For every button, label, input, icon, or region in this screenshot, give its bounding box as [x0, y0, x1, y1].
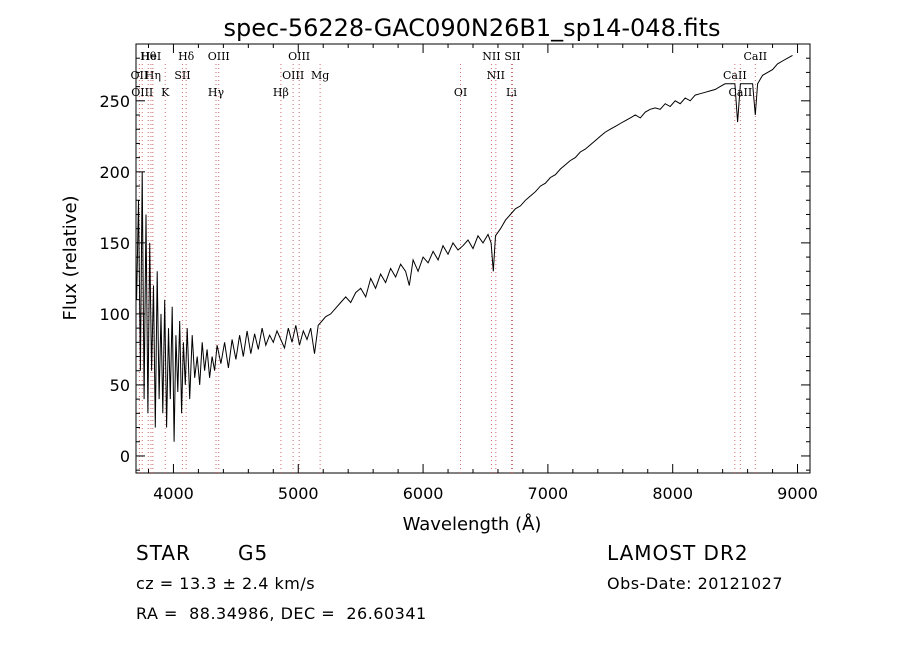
- y-tick-label: 150: [99, 234, 130, 253]
- x-tick-label: 4000: [153, 484, 194, 503]
- marker-label: OIII: [208, 50, 230, 63]
- marker-label: OIII: [282, 69, 304, 82]
- x-tick-label: 5000: [278, 484, 319, 503]
- plot-frame: [135, 43, 811, 474]
- x-axis-label: Wavelength (Å): [403, 513, 542, 535]
- y-tick-label: 100: [99, 305, 130, 324]
- spectrum-series-line: [136, 54, 793, 442]
- chart-title: spec-56228-GAC090N26B1_sp14-048.fits: [223, 14, 720, 42]
- marker-label: Hδ: [178, 50, 195, 63]
- marker-label: CaII: [723, 69, 747, 82]
- y-tick-label: 250: [99, 92, 130, 111]
- marker-label: NII: [487, 69, 505, 82]
- marker-label: OIII: [131, 86, 153, 99]
- redshift-value: cz = 13.3 ± 2.4 km/s: [136, 574, 316, 593]
- marker-label: Mg: [311, 69, 329, 82]
- object-subclass: G5: [238, 541, 269, 565]
- x-axis: 4000 5000 6000 7000 8000 9000: [147, 44, 818, 503]
- marker-label: Hη: [145, 69, 161, 82]
- x-tick-label: 6000: [403, 484, 444, 503]
- x-tick-label: 7000: [528, 484, 569, 503]
- marker-label: CaII: [743, 50, 767, 63]
- emission-line-markers: [138, 64, 756, 473]
- ra-dec-coordinates: RA = 88.34986, DEC = 26.60341: [136, 604, 427, 623]
- marker-label: K: [161, 86, 170, 99]
- survey-name: LAMOST DR2: [607, 541, 749, 565]
- marker-label: OI: [454, 86, 467, 99]
- y-axis-label: Flux (relative): [60, 195, 81, 320]
- marker-label: Hθ: [140, 50, 157, 63]
- object-class: STAR: [136, 541, 191, 565]
- marker-label: OIII: [288, 50, 310, 63]
- observation-date: Obs-Date: 20121027: [607, 574, 784, 593]
- x-tick-label: 9000: [777, 484, 818, 503]
- y-tick-label: 0: [120, 447, 130, 466]
- marker-label: NII: [482, 50, 500, 63]
- x-tick-label: 8000: [652, 484, 693, 503]
- marker-label: Li: [506, 86, 517, 99]
- marker-label: SII: [504, 50, 520, 63]
- y-axis: 0 50 100 150 200 250: [99, 57, 810, 471]
- emission-line-labels: HθOIIOIIIHeIHηKHδSIIHγOIIIOIIIHβOIIIMgOI…: [131, 50, 768, 99]
- y-tick-label: 200: [99, 163, 130, 182]
- marker-label: HeI: [141, 50, 161, 63]
- marker-label: OII: [131, 69, 149, 82]
- marker-label: Hγ: [208, 86, 225, 99]
- marker-label: Hβ: [273, 86, 289, 99]
- marker-label: SII: [174, 69, 190, 82]
- y-tick-label: 50: [110, 376, 130, 395]
- marker-label: CaII: [729, 86, 753, 99]
